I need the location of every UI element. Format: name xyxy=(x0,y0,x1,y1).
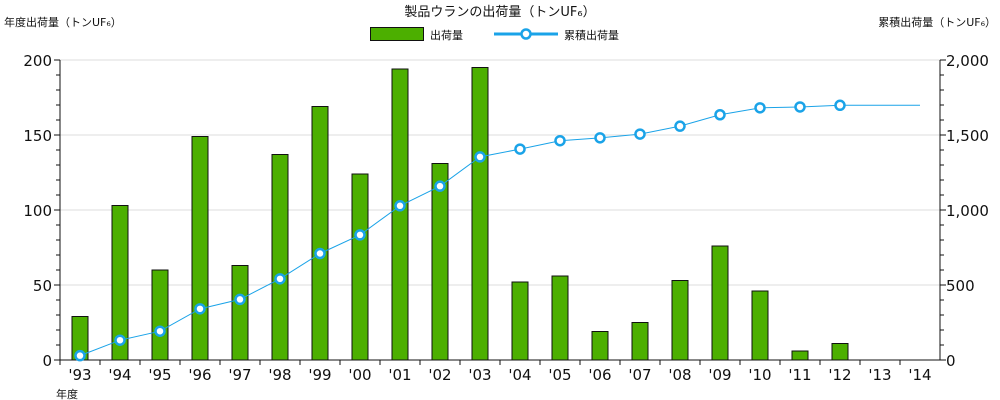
cumulative-point-08 xyxy=(674,120,686,132)
left-tick-label: 0 xyxy=(42,352,52,370)
right-tick-label: 0 xyxy=(946,352,956,370)
cumulative-point-12 xyxy=(834,99,846,112)
cumulative-point-97 xyxy=(234,293,246,306)
x-tick-label: '95 xyxy=(148,366,171,384)
left-tick-label: 200 xyxy=(23,52,52,70)
x-tick-label: '01 xyxy=(388,366,411,384)
bar-12 xyxy=(831,343,849,361)
bar-05 xyxy=(551,275,569,361)
left-tick-label: 150 xyxy=(23,127,52,145)
cumulative-point-98 xyxy=(274,273,286,285)
x-tick-label: '98 xyxy=(268,366,291,384)
bar-97 xyxy=(231,265,249,361)
legend-bar-swatch xyxy=(370,27,424,41)
x-axis-label: 年度 xyxy=(56,388,78,400)
cumulative-point-96 xyxy=(194,303,206,315)
x-tick-label: '94 xyxy=(108,366,131,384)
x-tick-label: '05 xyxy=(548,366,571,384)
x-tick-label: '13 xyxy=(868,366,891,384)
right-tick-label: 500 xyxy=(946,277,975,295)
bar-98 xyxy=(271,154,289,361)
legend-bar-label: 出荷量 xyxy=(430,29,463,42)
x-tick-label: '06 xyxy=(588,366,611,384)
cumulative-point-10 xyxy=(754,102,766,114)
cumulative-point-03 xyxy=(474,151,486,163)
x-tick-label: '96 xyxy=(188,366,211,384)
cumulative-point-09 xyxy=(714,109,726,121)
bar-00 xyxy=(351,173,369,361)
x-tick-label: '11 xyxy=(788,366,811,384)
cumulative-point-01 xyxy=(394,200,406,212)
x-tick-label: '97 xyxy=(228,366,251,384)
chart-title: 製品ウランの出荷量（トンUF₆） xyxy=(404,5,596,20)
cumulative-point-11 xyxy=(794,101,806,113)
cumulative-point-06 xyxy=(594,132,606,144)
cumulative-line xyxy=(79,104,920,357)
x-tick-label: '02 xyxy=(428,366,451,384)
x-tick-label: '00 xyxy=(348,366,371,384)
bar-99 xyxy=(311,106,329,361)
legend-line-swatch xyxy=(494,28,558,40)
x-tick-label: '04 xyxy=(508,366,531,384)
x-tick-label: '12 xyxy=(828,366,851,384)
left-axis-label: 年度出荷量（トンUF₆） xyxy=(4,16,122,29)
x-tick-label: '07 xyxy=(628,366,651,384)
cumulative-point-99 xyxy=(314,247,326,260)
x-tick-label: '99 xyxy=(308,366,331,384)
bar-11 xyxy=(791,350,809,361)
right-tick-label: 1,000 xyxy=(946,202,989,220)
cumulative-point-04 xyxy=(514,143,526,155)
cumulative-point-95 xyxy=(154,325,166,337)
bar-01 xyxy=(391,68,409,361)
bar-07 xyxy=(631,322,649,361)
bar-10 xyxy=(751,290,769,361)
left-tick-label: 100 xyxy=(23,202,52,220)
x-tick-label: '09 xyxy=(708,366,731,384)
cumulative-point-05 xyxy=(554,134,566,147)
bar-09 xyxy=(711,245,729,361)
x-tick-label: '08 xyxy=(668,366,691,384)
bar-08 xyxy=(671,280,689,361)
bar-04 xyxy=(511,281,529,361)
bar-06 xyxy=(591,331,609,361)
bar-03 xyxy=(471,67,489,361)
bar-96 xyxy=(191,136,209,361)
x-tick-label: '03 xyxy=(468,366,491,384)
cumulative-point-93 xyxy=(74,349,86,362)
x-tick-label: '14 xyxy=(908,366,931,384)
right-tick-label: 1,500 xyxy=(946,127,989,145)
x-tick-label: '10 xyxy=(748,366,771,384)
cumulative-point-02 xyxy=(434,180,446,192)
right-axis-label: 累積出荷量（トンUF₆） xyxy=(878,16,996,29)
right-tick-label: 2,000 xyxy=(946,52,989,70)
x-tick-label: '93 xyxy=(68,366,91,384)
left-tick-label: 50 xyxy=(33,277,52,295)
cumulative-point-94 xyxy=(114,334,126,346)
cumulative-point-07 xyxy=(634,128,646,140)
bar-95 xyxy=(151,269,169,361)
legend-line-label: 累積出荷量 xyxy=(564,29,619,42)
cumulative-point-00 xyxy=(354,229,366,241)
bar-02 xyxy=(431,163,449,361)
